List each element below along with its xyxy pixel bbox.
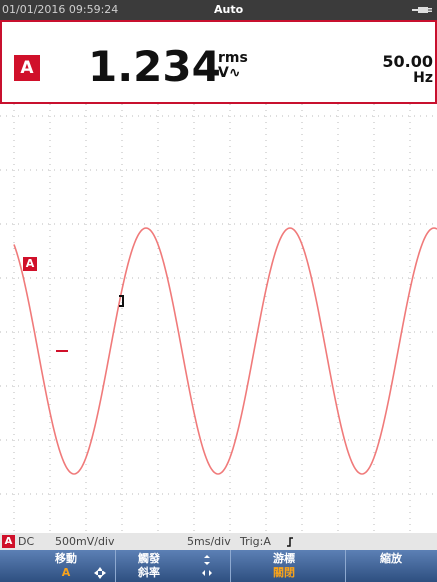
time-per-div: 5ms/div [187, 535, 231, 548]
softkey-label: 移動 [55, 552, 77, 565]
softkey-zoom[interactable]: 縮放 [345, 550, 437, 582]
channel-badge: A [14, 55, 40, 81]
softkey-move[interactable]: 移動 A [0, 550, 116, 582]
power-icon [412, 7, 432, 13]
softkey-sublabel: 斜率 [138, 566, 160, 579]
frequency: 50.00 [382, 52, 433, 71]
volts-per-div: 500mV/div [55, 535, 115, 548]
zero-marker [56, 350, 68, 352]
softkey-sublabel: 關閉 [273, 566, 295, 579]
grid [0, 104, 437, 533]
scope-area [0, 104, 437, 533]
move-icon [94, 567, 106, 579]
softkey-bar: 移動 A 觸發 斜率 游標 關閉 縮放 [0, 550, 437, 582]
softkey-label: 縮放 [380, 552, 402, 565]
status-bar: 01/01/2016 09:59:24 Auto [0, 0, 437, 20]
softkey-sublabel: A [61, 566, 71, 579]
softkey-cursor[interactable]: 游標 關閉 [230, 550, 346, 582]
waveform [13, 227, 437, 475]
footer-bar: A DC 500mV/div 5ms/div Trig:A [0, 533, 437, 550]
reading-value: 1.234 [88, 42, 221, 91]
softkey-trigger[interactable]: 觸發 斜率 [115, 550, 231, 582]
datetime: 01/01/2016 09:59:24 [2, 3, 119, 16]
softkey-label: 游標 [273, 552, 295, 565]
trigger: Trig:A [240, 535, 271, 548]
unit-bottom: V∿ [218, 65, 241, 81]
reading-panel: A 1.234 rms V∿ 50.00 Hz [0, 20, 437, 104]
unit-top: rms [218, 50, 248, 66]
trigger-slope-icon [287, 537, 293, 547]
frequency-unit: Hz [413, 70, 433, 86]
scope-channel-marker: A [23, 257, 37, 271]
arrows-icon [202, 555, 212, 576]
footer-channel: A [2, 535, 15, 548]
trigger-marker [119, 295, 124, 307]
softkey-label: 觸發 [138, 552, 160, 565]
mode: Auto [214, 3, 244, 16]
coupling: DC [18, 535, 35, 548]
